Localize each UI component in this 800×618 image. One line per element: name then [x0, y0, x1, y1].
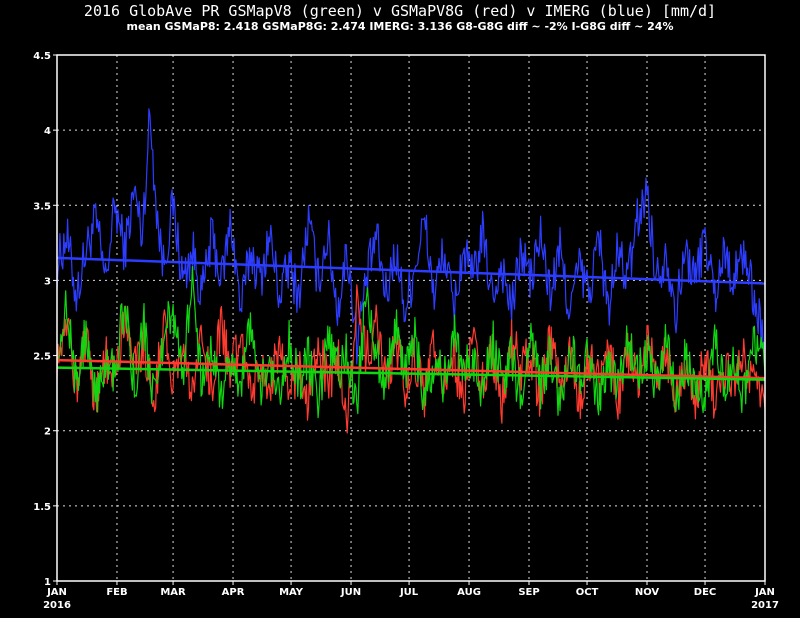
x-tick-label: MAY — [279, 587, 304, 598]
y-axis-ticks: 1 1.5 2 2.5 3 3.5 4 4.5 — [33, 51, 57, 588]
y-tick-label: 1 — [44, 577, 51, 588]
trend-line-imerg — [56, 256, 766, 285]
x-tick-label: JUN — [340, 587, 361, 598]
plot-frame — [56, 54, 766, 582]
x-tick-label: JUL — [399, 587, 419, 598]
x-tick-label: APR — [222, 587, 245, 598]
x-tick-label: SEP — [518, 587, 539, 598]
x-tick-label: DEC — [694, 587, 716, 598]
y-tick-label: 3.5 — [33, 201, 51, 212]
chart-title: 2016 GlobAve PR GSMapV8 (green) v GSMaPV… — [84, 2, 716, 20]
x-tick-label: OCT — [576, 587, 599, 598]
chart-subtitle: mean GSMaP8: 2.418 GSMaP8G: 2.474 IMERG:… — [127, 20, 674, 33]
x-tick-label: NOV — [635, 587, 660, 598]
y-tick-label: 4 — [44, 126, 51, 137]
x-tick-label: FEB — [106, 587, 127, 598]
x-tick-label: AUG — [457, 587, 481, 598]
y-tick-label: 3 — [44, 276, 51, 287]
y-tick-label: 2.5 — [33, 352, 51, 363]
y-tick-label: 2 — [44, 427, 51, 438]
x-tick-label: JAN — [754, 587, 775, 598]
series-line-gsmapv8g — [56, 284, 766, 434]
x-tick-label: MAR — [160, 587, 186, 598]
trend-lines — [56, 256, 766, 381]
x-tick-year-label: 2017 — [751, 600, 779, 611]
x-tick-year-label: 2016 — [43, 600, 71, 611]
x-axis-ticks: JAN 2016 FEB MAR APR MAY JUN JUL AUG SEP OCT NOV DEC… — [43, 581, 779, 611]
series-line-imerg — [56, 108, 766, 365]
trend-line-gsmapv8 — [56, 366, 766, 381]
series-group — [56, 108, 766, 434]
y-tick-label: 1.5 — [33, 502, 51, 513]
series-line-gsmapv8 — [56, 265, 766, 419]
grid-lines — [57, 55, 765, 581]
x-tick-label: JAN — [46, 587, 67, 598]
y-tick-label: 4.5 — [33, 51, 51, 62]
trend-line-gsmapv8g — [56, 358, 766, 380]
